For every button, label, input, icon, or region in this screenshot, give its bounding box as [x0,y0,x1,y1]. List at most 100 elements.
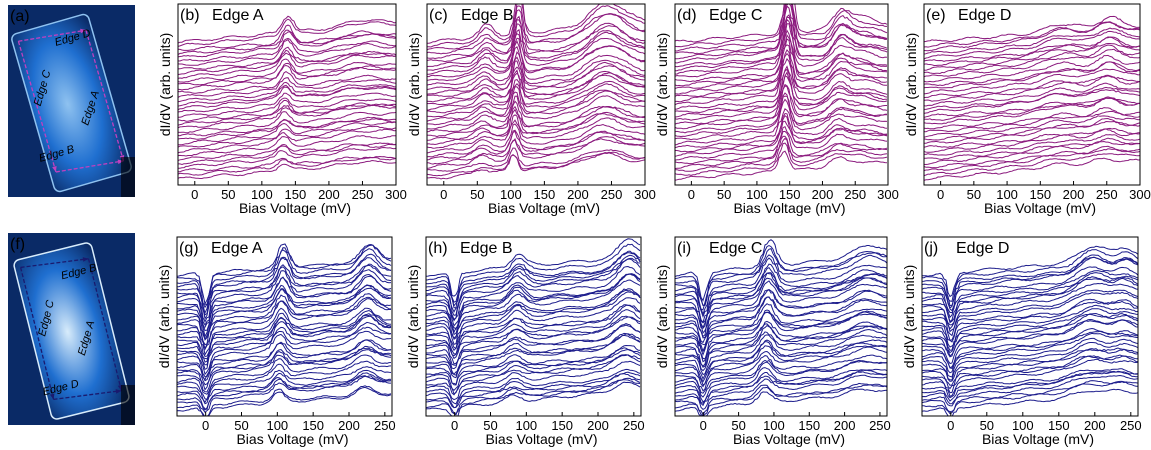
spectrum-line [427,136,645,165]
spectrum-line [427,79,645,114]
spectrum-line [426,265,641,322]
edge-arrow [53,390,122,401]
x-tick-label: 50 [967,187,981,202]
spectrum-line [178,142,396,161]
spectrum-line [426,238,641,297]
spectrum-line [922,291,1138,337]
panel-e: 0 50 100 150 200 250 300 Bias Voltage (mV) dI/dV… [903,3,1151,216]
spectrum-line [426,291,641,345]
spectrum-line [426,297,641,350]
spectrum-line [427,151,645,180]
spectrum-line [178,62,396,86]
crystal-island [11,13,132,193]
spectrum-line [924,97,1140,125]
spectrum-line [426,243,641,303]
edge-arrow [17,41,57,173]
spectrum-line [675,57,887,106]
spectrum-line [426,273,641,334]
spectrum-line [427,117,645,149]
x-tick-label: 200 [1084,418,1106,433]
edge-arrow [19,267,55,400]
crystal-island [13,242,130,420]
spectrum-line [178,121,396,146]
spectrum-line [675,277,887,329]
spectrum-line [922,330,1138,369]
spectrum-line [427,83,645,118]
x-tick-label: 100 [746,187,768,202]
spectrum-line [922,304,1138,348]
spectrum-line [922,245,1138,298]
spectrum-line [675,120,888,157]
spectrum-line [426,344,641,386]
panel-label: (i) [677,240,691,257]
x-tick-label: 200 [1063,187,1085,202]
x-tick-label: 250 [623,418,645,433]
spectra [427,4,645,180]
spectrum-line [426,348,641,391]
spectrum-line [922,270,1138,319]
spectrum-line [675,4,888,43]
panel-label: (e) [926,7,946,24]
spectrum-line [924,30,1140,60]
spectrum-line [675,334,887,376]
spectrum-line [675,323,887,367]
spectrum-line [922,348,1138,386]
x-tick-label: 0 [947,418,954,433]
spectrum-line [427,123,645,154]
spectrum-line [675,328,887,372]
spectrum-line [177,309,392,358]
spectrum-line [924,107,1140,130]
axes-frame [176,236,393,417]
x-axis-label: Bias Voltage (mV) [236,431,348,447]
spectrum-line [675,65,888,110]
spectrum-line [427,56,645,95]
x-tick-label: 0 [688,187,695,202]
spectrum-line [178,146,396,169]
spectrum-line [427,138,645,169]
spectrum-line [427,9,645,55]
spectrum-line [178,18,396,47]
edge-arrow [20,258,89,269]
panel-label: (h) [428,240,448,257]
spectrum-line [924,120,1140,144]
spectrum-line [426,288,641,339]
spectrum-line [922,380,1138,413]
spectrum-line [426,368,641,405]
x-tick-label: 0 [937,187,944,202]
spectrum-line [675,48,888,97]
x-tick-label: 250 [1096,187,1118,202]
spectrum-line [427,40,645,82]
x-axis-label: Bias Voltage (mV) [485,431,597,447]
spectrum-line [427,86,645,122]
y-axis-label: dI/dV (arb. units) [654,265,670,369]
spectrum-line [177,293,392,346]
spectrum-line [675,339,887,381]
x-tick-label: 150 [285,187,307,202]
spectrum-line [177,263,392,320]
spectrum-line [924,110,1140,133]
spectrum-line [427,15,645,60]
spectrum-line [177,354,392,395]
spectrum-line [178,58,396,83]
spectrum-line [177,264,392,323]
spectrum-line [924,140,1140,166]
chart-title: Edge C [709,240,762,257]
spectrum-line [427,5,645,51]
spectrum-line [675,108,888,146]
spectrum-line [427,95,645,130]
x-tick-label: 0 [700,418,707,433]
spectrum-line [922,388,1138,416]
spectrum-line [924,96,1140,121]
panel-label: (a) [10,8,30,25]
spectrum-line [922,332,1138,374]
spectrum-line [924,97,1140,118]
spectrum-line [675,360,887,398]
panel-g: 0 50 100 150 200 250 Bias Voltage (mV) dI/dV (a… [156,236,396,447]
spectrum-line [426,304,641,352]
spectrum-line [675,272,887,324]
panel-b: 0 50 100 150 200 250 300 Bias Voltage (mV) dI/dV… [157,3,407,216]
spectrum-line [922,254,1138,307]
x-tick-label: 0 [451,418,458,433]
spectrum-line [177,375,391,414]
